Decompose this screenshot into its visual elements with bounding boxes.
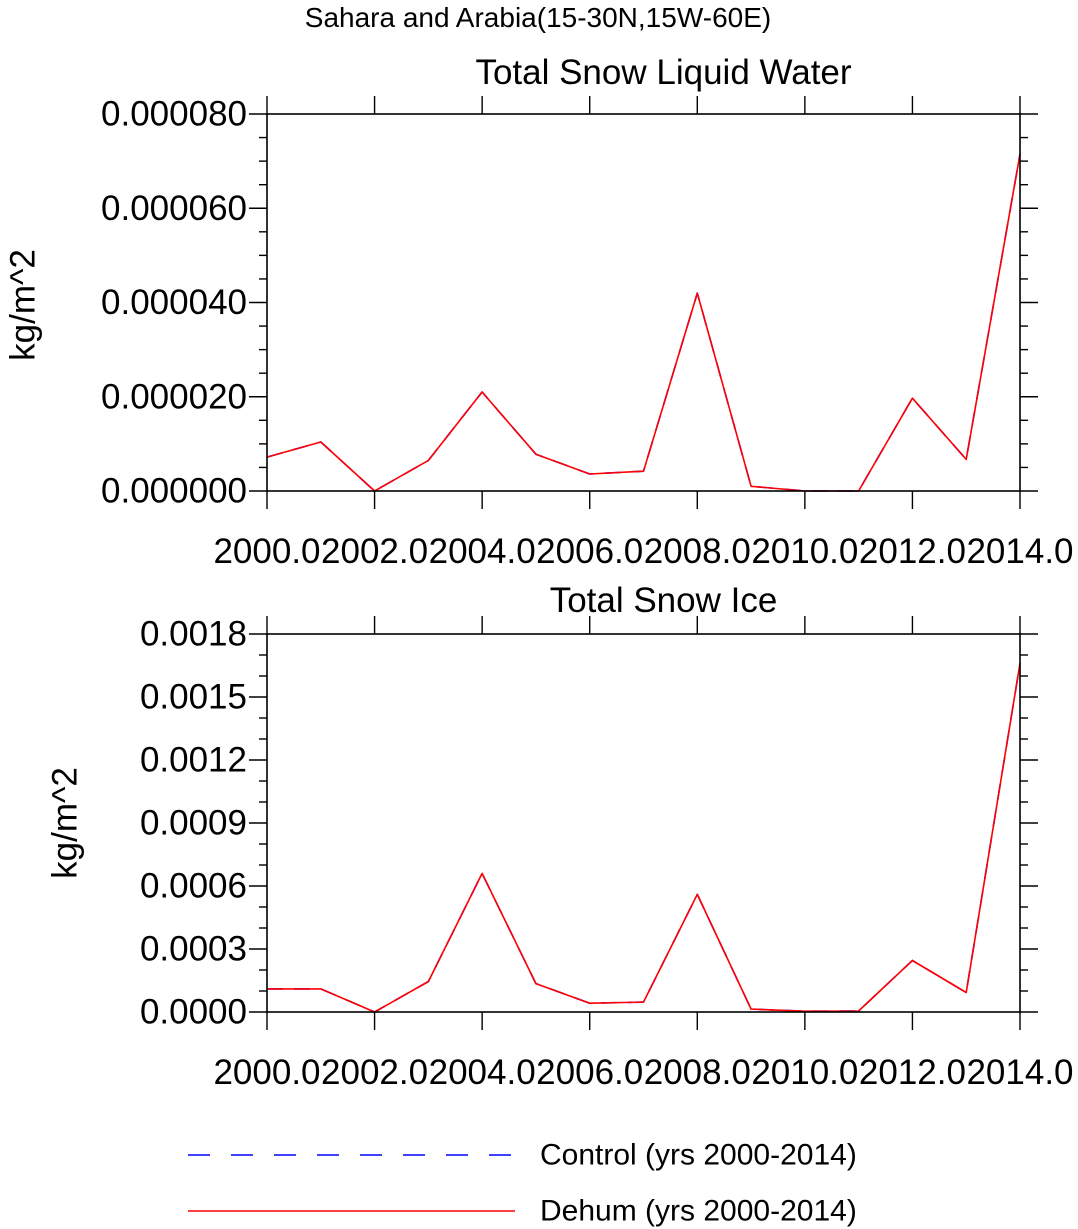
figure-title: Sahara and Arabia(15-30N,15W-60E) (305, 2, 771, 33)
x-tick-label: 2012.0 (859, 1053, 966, 1092)
panel-title: Total Snow Ice (550, 581, 778, 620)
y-tick-label: 0.000020 (101, 377, 247, 416)
series-line-dehum (266, 153, 1021, 492)
y-tick-label: 0.0015 (140, 678, 247, 717)
x-tick-label: 2010.0 (751, 1053, 858, 1092)
plot-frame (266, 633, 1021, 1013)
x-tick-label: 2002.0 (321, 1053, 428, 1092)
x-tick-label: 2002.0 (321, 532, 428, 571)
y-tick-label: 0.0000 (140, 993, 247, 1032)
y-tick-label: 0.0009 (140, 804, 247, 843)
x-tick-label: 2004.0 (429, 532, 536, 571)
panel-1: Total Snow Liquid Waterkg/m^20.0000000.0… (3, 53, 1073, 571)
x-tick-label: 2014.0 (966, 1053, 1073, 1092)
y-tick-label: 0.0018 (140, 615, 247, 654)
y-tick-label: 0.000080 (101, 95, 247, 134)
x-tick-label: 2008.0 (644, 532, 751, 571)
legend-label: Control (yrs 2000-2014) (540, 1139, 857, 1172)
y-ticks: 0.000000 0.000020 0.000040 0.000060 0.000080 (101, 95, 1038, 511)
x-tick-label: 2006.0 (536, 532, 643, 571)
x-tick-label: 2008.0 (644, 1053, 751, 1092)
chart-panels: Total Snow Liquid Waterkg/m^20.0000000.0… (3, 53, 1073, 1092)
y-tick-label: 0.000060 (101, 189, 247, 228)
series-group (266, 153, 1021, 492)
plot-frame (266, 113, 1021, 492)
y-tick-label: 0.000000 (101, 472, 247, 511)
series-group (267, 663, 1021, 1013)
panel-title: Total Snow Liquid Water (475, 53, 851, 92)
x-tick-label: 2014.0 (966, 532, 1073, 571)
legend-item: Control (yrs 2000-2014) (188, 1139, 857, 1172)
panel-2: Total Snow Icekg/m^20.00000.00030.00060.… (45, 581, 1073, 1092)
y-tick-label: 0.0012 (140, 741, 247, 780)
x-tick-label: 2006.0 (536, 1053, 643, 1092)
x-ticks: 2000.0 2002.0 2004.0 2006.0 2008.0 2010.0 2012… (213, 96, 1074, 571)
y-axis-label: kg/m^2 (3, 249, 42, 361)
series-line-dehum (267, 663, 1021, 1013)
x-tick-label: 2012.0 (859, 532, 966, 571)
y-tick-label: 0.000040 (101, 283, 247, 322)
x-tick-label: 2000.0 (213, 532, 320, 571)
legend-item: Dehum (yrs 2000-2014) (188, 1195, 857, 1228)
x-tick-label: 2000.0 (213, 1053, 320, 1092)
y-axis-label: kg/m^2 (45, 767, 84, 879)
x-ticks: 2000.0 2002.0 2004.0 2006.0 2008.0 2010.0 2012… (213, 616, 1074, 1092)
y-ticks: 0.0000 0.0003 0.0006 0.0009 0.0012 0.0015 0.00… (140, 615, 1038, 1032)
series-line-control (266, 153, 1021, 492)
x-tick-label: 2010.0 (751, 532, 858, 571)
y-tick-label: 0.0003 (140, 930, 247, 969)
legend-label: Dehum (yrs 2000-2014) (540, 1195, 857, 1228)
series-line-control (267, 663, 1021, 1013)
legend: Control (yrs 2000-2014) Dehum (yrs 2000-2… (188, 1139, 857, 1228)
x-tick-label: 2004.0 (429, 1053, 536, 1092)
y-tick-label: 0.0006 (140, 867, 247, 906)
